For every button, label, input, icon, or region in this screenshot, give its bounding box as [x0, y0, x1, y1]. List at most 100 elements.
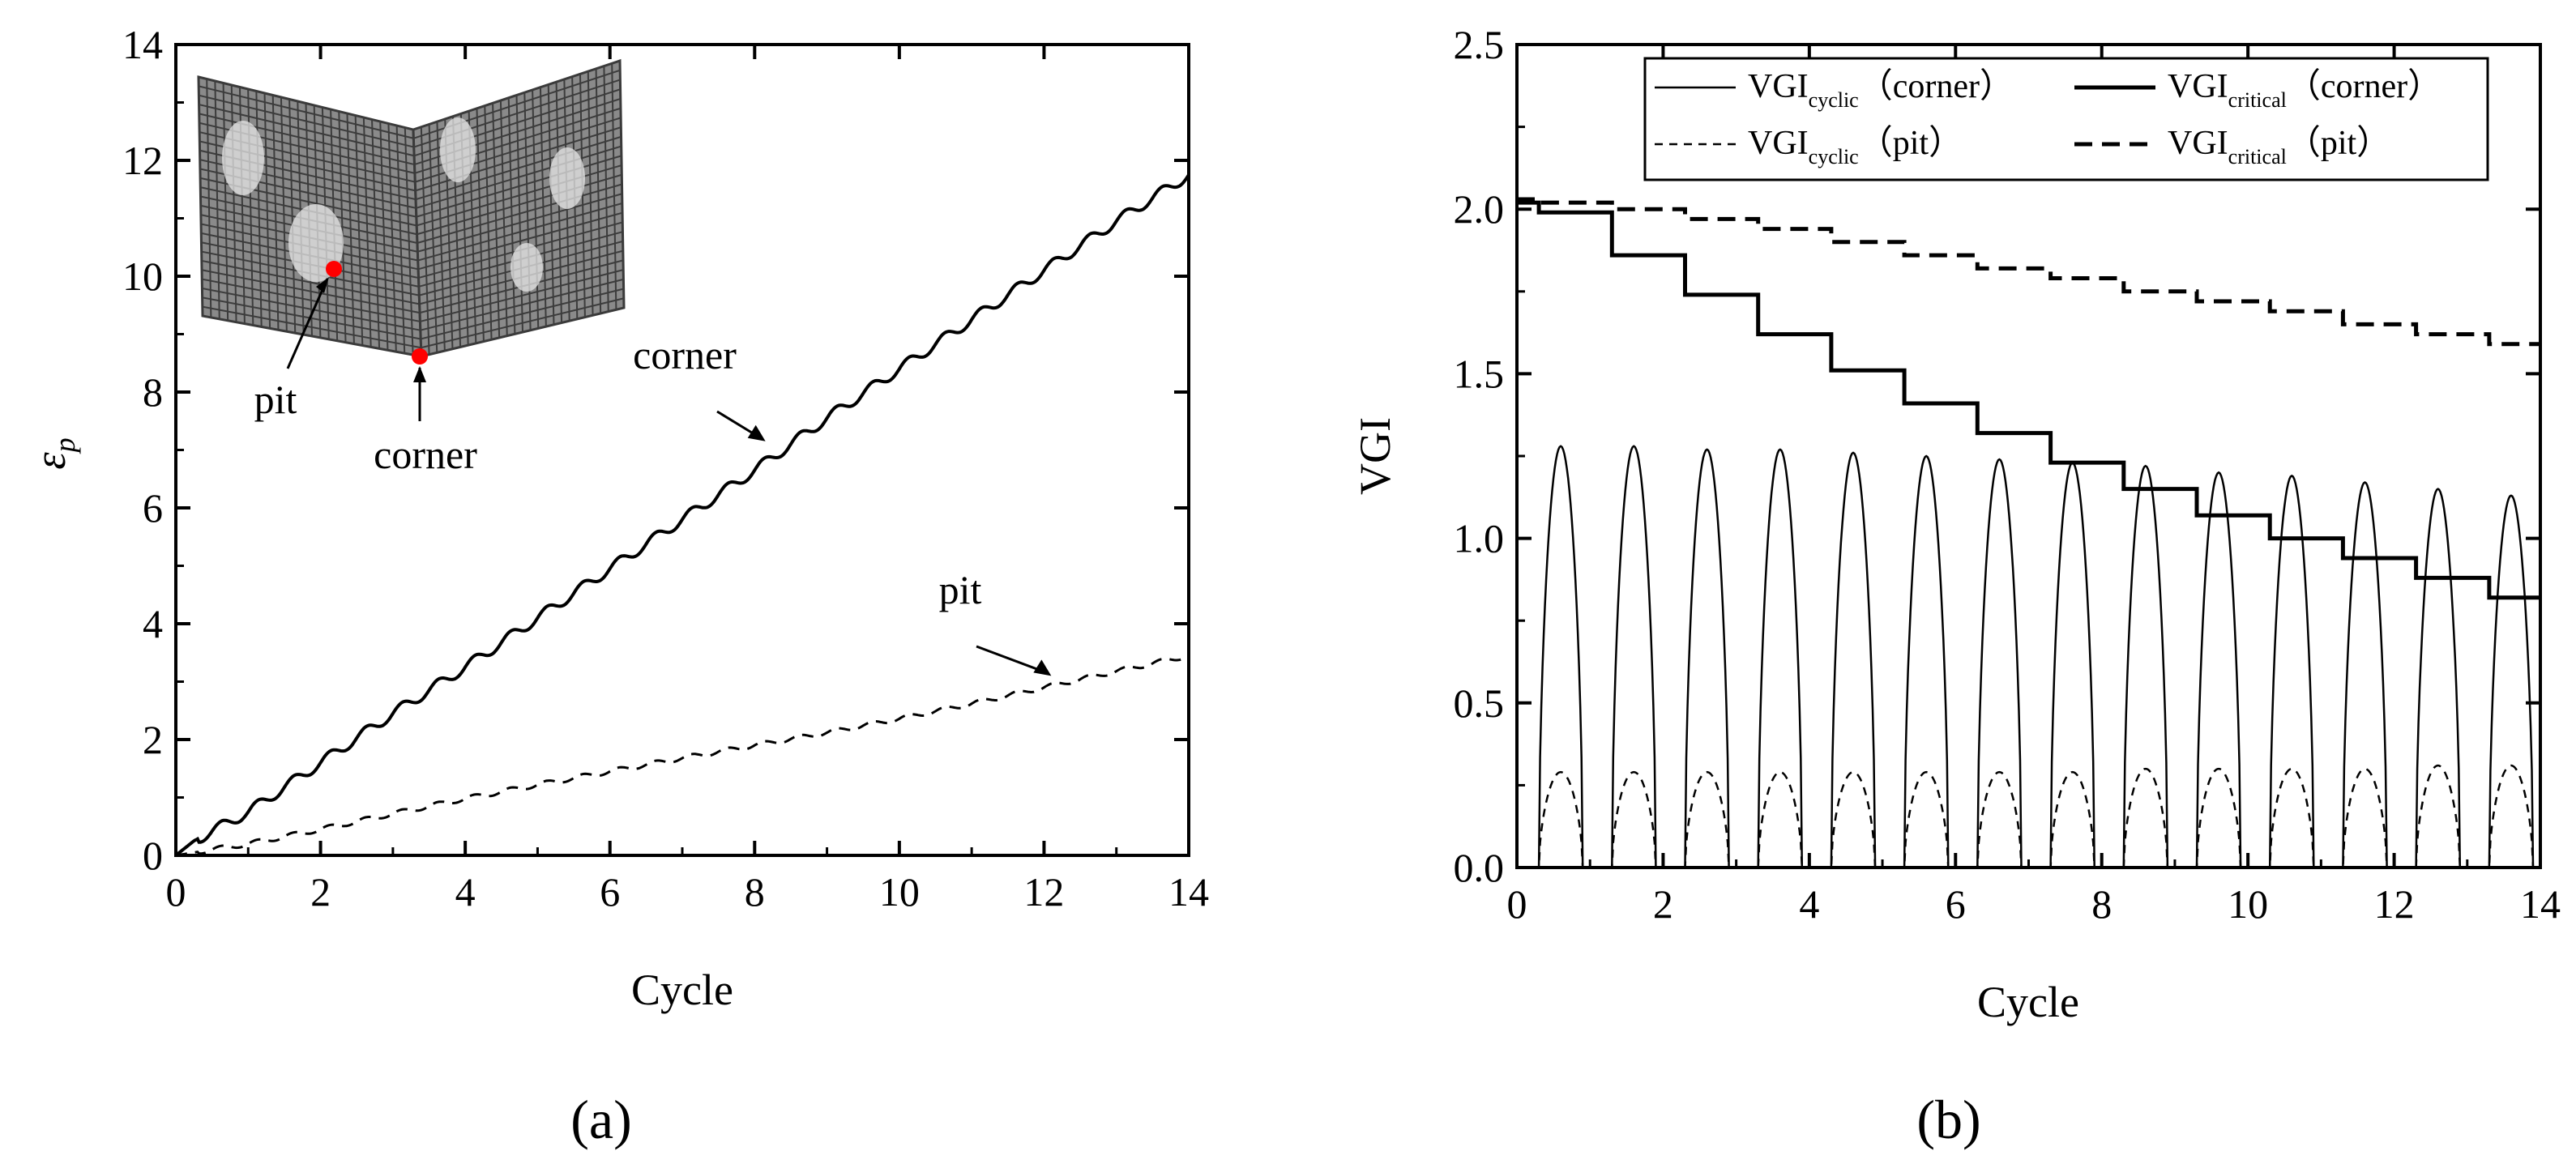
mesh-pit-highlight: [549, 147, 585, 209]
mesh-line: [547, 84, 555, 325]
mesh-pit-highlight: [511, 243, 543, 292]
mesh-line: [202, 296, 421, 340]
mesh-line: [603, 66, 609, 312]
annotation-arrow-head: [747, 424, 766, 441]
y-tick-label: 0.5: [1454, 680, 1505, 726]
x-tick-label: 12: [1023, 869, 1064, 915]
mesh-line: [201, 259, 420, 305]
panel-label-a: (a): [570, 1089, 631, 1150]
inset-label-corner: corner: [374, 432, 477, 477]
annotation-arrow-head: [1033, 659, 1052, 676]
x-axis-title-b: Cycle: [1977, 978, 2079, 1026]
mesh-line: [595, 68, 602, 313]
y-tick-label: 2.0: [1454, 186, 1505, 232]
mesh-line: [420, 269, 624, 322]
mesh-line: [404, 127, 414, 356]
mesh-line: [338, 111, 347, 343]
mesh-line: [421, 297, 625, 349]
legend-entry-sub: critical: [2228, 88, 2287, 112]
legend-entry: VGIcritical（corner）: [2168, 68, 2441, 112]
y-tick-label: 14: [122, 22, 163, 67]
mesh-line: [202, 305, 421, 349]
x-tick-label: 2: [310, 869, 331, 915]
annotations-a: corner pit: [633, 332, 1052, 676]
mesh-line: [202, 278, 421, 322]
x-tick-label: 14: [1168, 869, 1209, 915]
mesh-line: [346, 113, 355, 344]
mesh-line: [417, 202, 623, 262]
legend-entry-suffix: （pit）: [2287, 125, 2390, 162]
mesh-line: [539, 87, 547, 327]
series-critical-thick-solid: [1517, 200, 2540, 600]
mesh-line: [532, 89, 540, 329]
mesh-line: [379, 121, 389, 351]
series-cyclic-thin-solid: [1517, 445, 2540, 869]
x-tick-label: 4: [1799, 881, 1819, 927]
x-tick-label: 2: [1653, 881, 1673, 927]
y-axis-title-a-sub: p: [49, 437, 81, 454]
annotation-corner: corner: [633, 332, 737, 377]
mesh-line: [354, 115, 364, 346]
y-tick-label: 6: [143, 485, 163, 531]
x-tick-label: 14: [2520, 881, 2561, 927]
y-axis-title-b: VGI: [1351, 417, 1399, 495]
mesh-line: [420, 288, 624, 340]
ticks-a: 0 2 4 6 8 10 12 14 0 2 4 6 8 10 12 14: [122, 22, 1209, 915]
mesh-pit-highlight: [440, 117, 476, 182]
y-tick-label: 8: [143, 369, 163, 415]
legend-entry: VGIcyclic（pit）: [1748, 125, 1963, 168]
mesh-line: [395, 125, 406, 354]
inset-label-pit: pit: [254, 377, 297, 422]
legend-entry-name: VGI: [2168, 125, 2228, 162]
legend-entry-sub: cyclic: [1809, 145, 1859, 168]
mesh-pit-highlight: [222, 121, 264, 195]
mesh-line: [579, 74, 586, 318]
series-corner: [174, 173, 1190, 857]
y-tick-label: 4: [143, 601, 163, 646]
y-tick-label: 2.5: [1454, 22, 1505, 67]
mesh-line: [387, 123, 397, 352]
x-tick-label: 8: [2091, 881, 2112, 927]
y-tick-label: 0: [143, 833, 163, 878]
legend-entry-suffix: （corner）: [2287, 68, 2441, 105]
mesh-line: [362, 117, 372, 347]
x-tick-label: 10: [879, 869, 920, 915]
plot-area-b: [1517, 197, 2540, 869]
y-tick-label: 1.0: [1454, 516, 1505, 561]
annotation-pit: pit: [939, 567, 982, 612]
legend-b: VGIcyclic（corner） VGIcritical（corner）VGIc…: [1643, 57, 2489, 181]
panel-b: 0 2 4 6 8 10 12 140.00.51.01.52.02.5 Cycle VGI …: [1351, 22, 2561, 1150]
legend-entry-suffix: （corner）: [1859, 68, 2014, 105]
mesh-line: [417, 183, 622, 244]
pit-pointer: [286, 278, 329, 369]
x-tick-label: 6: [600, 869, 620, 915]
y-tick-label: 0.0: [1454, 845, 1505, 890]
ticks-b: 0 2 4 6 8 10 12 14 0.0 0.5 1.0 1.5 2.0 2.5: [1454, 22, 2561, 927]
legend-box: [1643, 57, 2489, 181]
mesh-line: [587, 71, 594, 316]
corner-marker: [412, 348, 428, 365]
x-axis-title-a: Cycle: [631, 966, 733, 1014]
plot-area-a: [174, 173, 1190, 857]
mesh-line: [371, 119, 381, 349]
legend-entry-sub: cyclic: [1809, 88, 1859, 112]
mesh-line: [611, 63, 617, 310]
series-pit: [175, 654, 1190, 857]
mesh-line: [417, 211, 623, 271]
y-tick-label: 1.5: [1454, 351, 1505, 396]
mesh-line: [420, 278, 624, 331]
legend-entry-name: VGI: [1748, 68, 1809, 105]
mesh-line: [201, 269, 421, 314]
x-tick-label: 12: [2374, 881, 2415, 927]
pit-pointer-head: [316, 277, 329, 293]
y-tick-label: 12: [122, 138, 163, 183]
mesh-inset: pit corner: [197, 58, 626, 477]
x-tick-label: 0: [1507, 881, 1527, 927]
panel-label-b: (b): [1916, 1089, 1980, 1150]
mesh-line: [202, 287, 421, 331]
legend-entry-suffix: （pit）: [1859, 125, 1963, 162]
legend-entry: VGIcyclic（corner）: [1748, 68, 2014, 112]
legend-entry-name: VGI: [2168, 68, 2228, 105]
corner-pointer-head: [413, 366, 426, 382]
